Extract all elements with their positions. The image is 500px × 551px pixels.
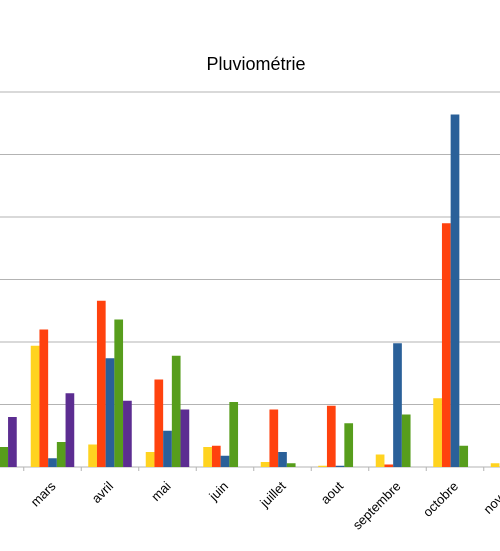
bar-aout-series-3 xyxy=(335,465,345,467)
bar-juin-series-4 xyxy=(229,402,239,467)
bar-avril-series-1 xyxy=(88,444,97,467)
bar-février-series-5 xyxy=(8,417,17,467)
x-tick-label: novem xyxy=(480,479,500,517)
bar-mars-series-4 xyxy=(56,442,66,467)
bar-aout-series-4 xyxy=(344,423,354,467)
bar-juillet-series-2 xyxy=(269,409,279,467)
bar-avril-series-4 xyxy=(114,319,124,467)
bar-mars-series-3 xyxy=(48,458,57,467)
bars xyxy=(0,114,500,467)
x-tick-label: juillet xyxy=(256,478,289,511)
bar-avril-series-3 xyxy=(105,358,115,467)
bar-février-series-4 xyxy=(0,447,9,467)
bar-septembre-series-4 xyxy=(401,414,411,467)
bar-aout-series-2 xyxy=(326,405,336,467)
x-tick-label: octobre xyxy=(420,479,461,520)
bar-septembre-series-2 xyxy=(384,464,394,467)
bar-mai-series-3 xyxy=(163,430,172,467)
bar-octobre-series-1 xyxy=(433,398,442,467)
bar-mars-series-1 xyxy=(30,345,40,467)
bar-juin-series-3 xyxy=(220,455,230,467)
x-tick-label: avril xyxy=(89,478,117,506)
bar-mai-series-1 xyxy=(145,452,155,467)
bar-juillet-series-4 xyxy=(286,463,296,467)
bar-mars-series-2 xyxy=(39,329,49,467)
chart-title: Pluviométrie xyxy=(206,54,305,74)
x-tick-label: juin xyxy=(205,479,231,505)
bar-mai-series-5 xyxy=(180,409,190,467)
bar-mars-series-5 xyxy=(65,393,75,467)
bar-juillet-series-1 xyxy=(260,462,270,467)
bar-octobre-series-2 xyxy=(441,223,451,467)
x-tick-label: er xyxy=(0,478,2,497)
x-tick-label: septembre xyxy=(350,479,404,533)
bar-juillet-series-3 xyxy=(278,452,287,467)
bar-avril-series-5 xyxy=(123,400,132,467)
bar-novembre-series-1 xyxy=(490,463,500,467)
bar-mai-series-4 xyxy=(171,355,181,467)
bar-avril-series-2 xyxy=(96,300,106,467)
bar-aout-series-1 xyxy=(318,465,327,467)
bar-juin-series-2 xyxy=(211,445,221,467)
bar-septembre-series-1 xyxy=(375,454,385,467)
bar-octobre-series-4 xyxy=(459,445,469,467)
x-tick-label: mai xyxy=(148,478,173,503)
bar-mai-series-2 xyxy=(154,379,164,467)
x-tick-label: mars xyxy=(28,478,59,509)
bar-juin-series-1 xyxy=(203,447,212,467)
bar-octobre-series-3 xyxy=(450,114,460,467)
gridlines xyxy=(0,91,500,471)
bar-septembre-series-3 xyxy=(393,343,402,467)
x-tick-label: aout xyxy=(318,478,347,507)
